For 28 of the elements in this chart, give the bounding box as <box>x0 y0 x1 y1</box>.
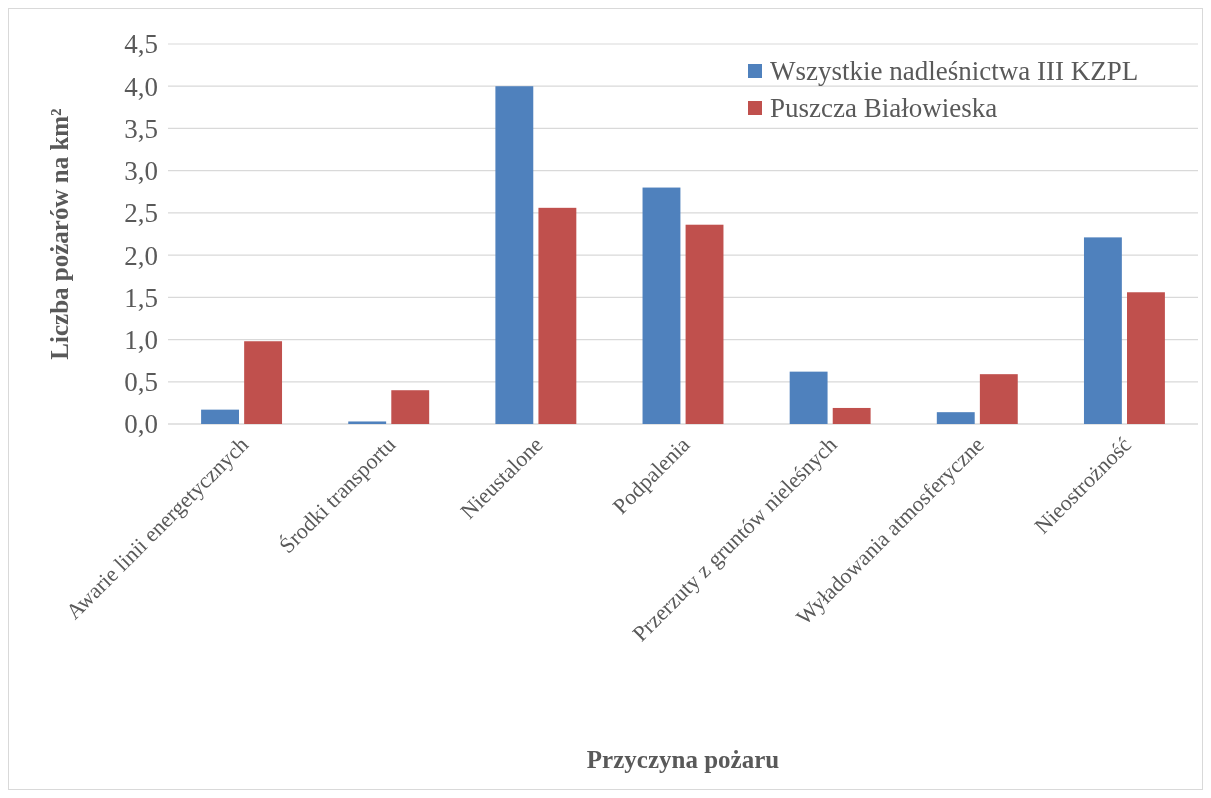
bar <box>391 390 430 424</box>
y-tick-label: 4,5 <box>124 29 158 60</box>
legend-label: Puszcza Białowieska <box>770 93 998 124</box>
y-tick-label: 4,0 <box>124 71 158 102</box>
bar <box>495 86 534 424</box>
bar <box>789 371 828 424</box>
bar <box>642 187 681 424</box>
y-axis-title: Liczba pożarów na km² <box>46 108 73 360</box>
legend-label: Wszystkie nadleśnictwa III KZPL <box>770 56 1139 87</box>
y-tick-label: 1,5 <box>124 282 158 313</box>
bar <box>538 207 577 424</box>
bar <box>1083 237 1122 424</box>
bar <box>832 407 871 424</box>
y-tick-label: 0,5 <box>124 367 158 398</box>
bar <box>685 224 724 424</box>
y-tick-label: 0,0 <box>124 409 158 440</box>
bar <box>1127 292 1165 424</box>
bar <box>201 409 239 424</box>
y-tick-label: 2,0 <box>124 240 158 271</box>
y-tick-label: 3,5 <box>124 113 158 144</box>
x-axis-title: Przyczyna pożaru <box>586 746 780 773</box>
y-tick-label: 2,5 <box>124 198 158 229</box>
bar <box>979 374 1018 424</box>
y-tick-label: 3,0 <box>124 156 158 187</box>
bar <box>936 412 975 424</box>
bar <box>244 341 283 424</box>
y-tick-label: 1,0 <box>124 325 158 356</box>
bar <box>348 421 387 424</box>
